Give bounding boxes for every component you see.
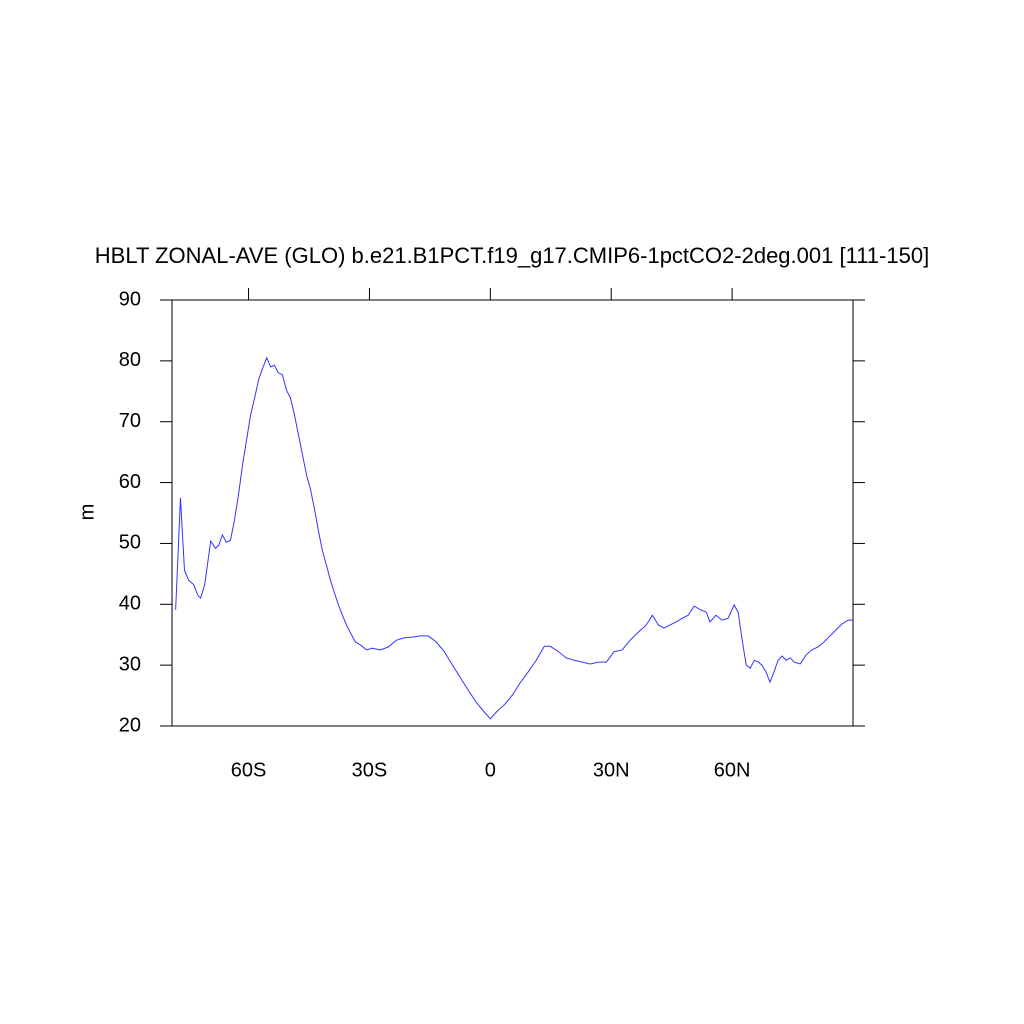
x-tick-label: 60S (231, 759, 267, 781)
x-tick-label: 30S (352, 759, 388, 781)
x-tick-label: 60N (714, 759, 751, 781)
y-tick-label: 50 (119, 532, 141, 554)
x-tick-label: 30N (593, 759, 630, 781)
plot-frame (171, 299, 854, 727)
y-tick-label: 70 (119, 410, 141, 432)
y-tick-label: 40 (119, 593, 141, 615)
data-line (175, 356, 853, 720)
y-tick-label: 20 (119, 714, 141, 736)
x-tick-label: 0 (485, 759, 496, 781)
chart-title: HBLT ZONAL-AVE (GLO) b.e21.B1PCT.f19_g17… (95, 243, 929, 268)
y-tick-label: 80 (119, 349, 141, 371)
y-tick-label: 30 (119, 653, 141, 675)
y-tick-label: 90 (119, 288, 141, 310)
y-axis-label: m (76, 504, 98, 521)
y-tick-label: 60 (119, 471, 141, 493)
